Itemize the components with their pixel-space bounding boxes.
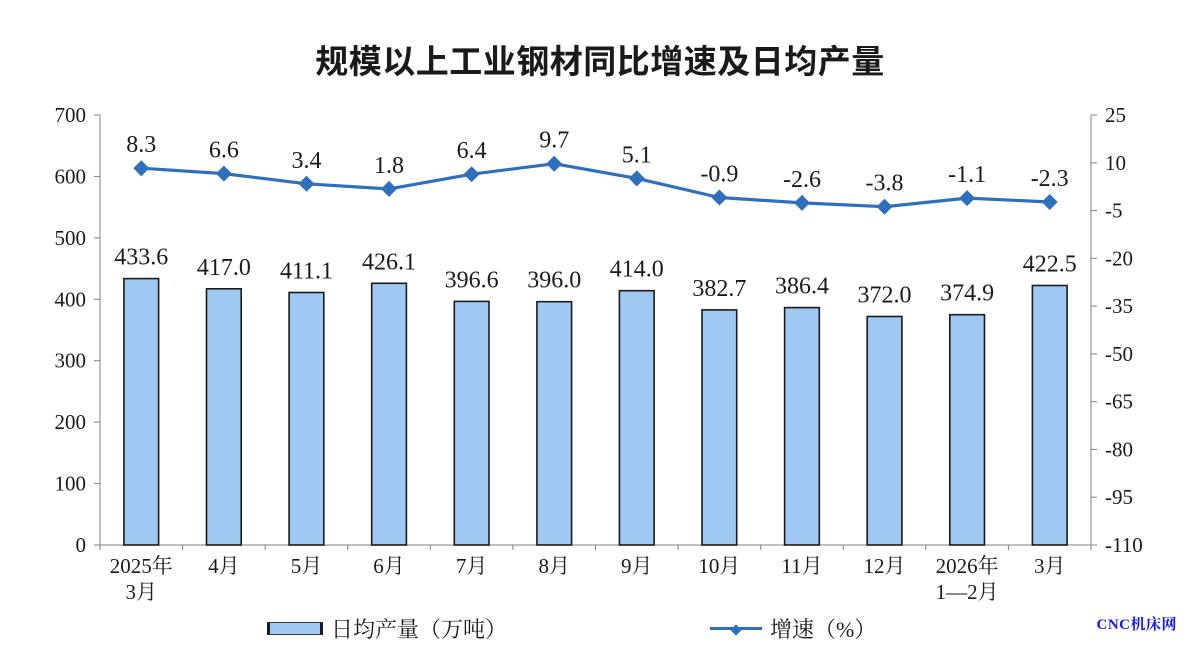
svg-text:1.8: 1.8 bbox=[374, 153, 404, 179]
svg-text:700: 700 bbox=[55, 103, 87, 127]
svg-text:8.3: 8.3 bbox=[126, 132, 156, 158]
svg-text:6.6: 6.6 bbox=[209, 138, 239, 164]
svg-text:396.0: 396.0 bbox=[527, 268, 581, 294]
svg-text:433.6: 433.6 bbox=[114, 245, 168, 271]
svg-text:411.1: 411.1 bbox=[280, 259, 333, 285]
svg-text:374.9: 374.9 bbox=[940, 281, 994, 307]
svg-text:3月: 3月 bbox=[1034, 554, 1066, 578]
svg-text:10: 10 bbox=[1105, 151, 1126, 175]
svg-text:-110: -110 bbox=[1105, 533, 1143, 557]
svg-text:2025年: 2025年 bbox=[110, 554, 173, 578]
svg-text:426.1: 426.1 bbox=[362, 249, 416, 275]
svg-text:7月: 7月 bbox=[456, 554, 488, 578]
svg-text:-80: -80 bbox=[1105, 437, 1133, 461]
svg-text:400: 400 bbox=[55, 287, 87, 311]
svg-text:-20: -20 bbox=[1105, 246, 1133, 270]
svg-text:386.4: 386.4 bbox=[775, 274, 829, 300]
svg-text:417.0: 417.0 bbox=[197, 255, 251, 281]
svg-text:3.4: 3.4 bbox=[292, 148, 322, 174]
svg-text:2026年: 2026年 bbox=[936, 554, 999, 578]
svg-text:8月: 8月 bbox=[538, 554, 570, 578]
svg-text:0: 0 bbox=[76, 533, 87, 557]
svg-text:3月: 3月 bbox=[126, 580, 158, 604]
svg-text:382.7: 382.7 bbox=[692, 276, 746, 302]
svg-text:-2.6: -2.6 bbox=[783, 167, 821, 193]
svg-text:25: 25 bbox=[1105, 103, 1126, 127]
svg-text:422.5: 422.5 bbox=[1023, 252, 1077, 278]
svg-text:414.0: 414.0 bbox=[610, 257, 664, 283]
svg-text:-35: -35 bbox=[1105, 294, 1133, 318]
svg-text:-50: -50 bbox=[1105, 342, 1133, 366]
svg-text:12月: 12月 bbox=[864, 554, 906, 578]
svg-text:600: 600 bbox=[55, 164, 87, 188]
svg-text:-0.9: -0.9 bbox=[700, 162, 738, 188]
svg-text:4月: 4月 bbox=[208, 554, 240, 578]
svg-text:-3.8: -3.8 bbox=[866, 171, 904, 197]
svg-text:-95: -95 bbox=[1105, 485, 1133, 509]
svg-text:9月: 9月 bbox=[621, 554, 653, 578]
svg-text:9.7: 9.7 bbox=[539, 128, 569, 154]
svg-text:300: 300 bbox=[55, 349, 87, 373]
svg-text:1—2月: 1—2月 bbox=[936, 580, 999, 604]
svg-text:-65: -65 bbox=[1105, 390, 1133, 414]
svg-text:-1.1: -1.1 bbox=[948, 162, 986, 188]
svg-text:396.6: 396.6 bbox=[445, 267, 499, 293]
svg-text:-2.3: -2.3 bbox=[1031, 166, 1069, 192]
svg-text:6月: 6月 bbox=[373, 554, 405, 578]
svg-text:11月: 11月 bbox=[781, 554, 822, 578]
svg-text:5月: 5月 bbox=[291, 554, 323, 578]
svg-text:5.1: 5.1 bbox=[622, 142, 652, 168]
svg-text:500: 500 bbox=[55, 226, 87, 250]
svg-text:200: 200 bbox=[55, 410, 87, 434]
svg-text:10月: 10月 bbox=[698, 554, 740, 578]
svg-text:6.4: 6.4 bbox=[457, 138, 487, 164]
svg-text:100: 100 bbox=[55, 472, 87, 496]
svg-text:-5: -5 bbox=[1105, 199, 1123, 223]
svg-text:372.0: 372.0 bbox=[858, 283, 912, 309]
